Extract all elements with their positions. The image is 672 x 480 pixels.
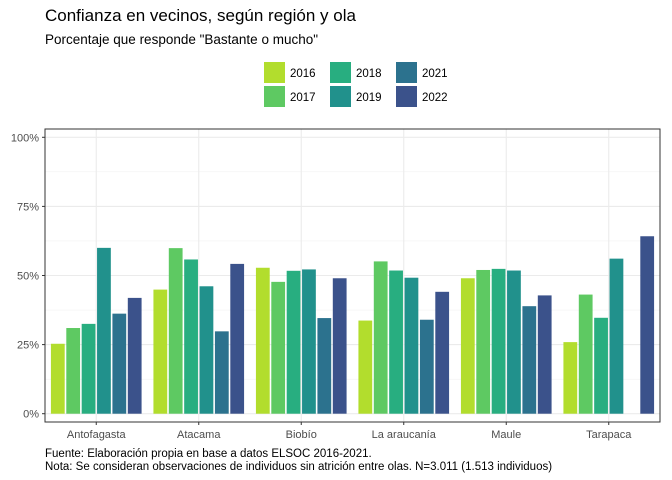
legend-label: 2016 xyxy=(290,68,316,80)
bar xyxy=(507,270,521,414)
bar xyxy=(491,268,506,414)
bar xyxy=(317,318,332,414)
bar xyxy=(230,263,245,414)
caption-source: Fuente: Elaboración propia en base a dat… xyxy=(45,448,372,460)
x-tick-label: Maule xyxy=(491,429,521,441)
bar xyxy=(168,248,183,414)
legend-label: 2017 xyxy=(290,92,316,104)
bar xyxy=(594,317,608,414)
caption: Fuente: Elaboración propia en base a dat… xyxy=(45,448,552,473)
bar xyxy=(97,247,111,414)
legend-key xyxy=(264,62,285,83)
bar xyxy=(389,270,403,414)
legend-key xyxy=(330,62,351,83)
legend-label: 2018 xyxy=(356,68,382,80)
bar xyxy=(214,331,229,414)
bar xyxy=(609,258,624,414)
bar xyxy=(271,281,286,414)
bar xyxy=(435,291,450,414)
legend-label: 2021 xyxy=(422,68,448,80)
legend-key xyxy=(396,86,417,107)
x-tick-label: Tarapaca xyxy=(586,429,632,441)
y-tick-label: 100% xyxy=(11,132,39,144)
bar xyxy=(81,323,96,414)
bar xyxy=(563,342,578,414)
y-tick-label: 50% xyxy=(17,271,39,283)
bar xyxy=(66,328,81,414)
bar xyxy=(332,278,347,414)
bar xyxy=(419,319,434,414)
bar xyxy=(286,270,301,414)
bar xyxy=(476,269,491,414)
bar xyxy=(578,294,593,414)
bar xyxy=(255,267,270,414)
bar xyxy=(302,269,316,414)
y-tick-label: 75% xyxy=(17,201,39,213)
chart-subtitle: Porcentaje que responde "Bastante o much… xyxy=(45,32,319,47)
bar xyxy=(460,278,475,414)
x-tick-label: Antofagasta xyxy=(67,429,127,441)
x-tick-label: Atacama xyxy=(177,429,221,441)
y-tick-label: 25% xyxy=(17,340,39,352)
x-tick-label: La araucanía xyxy=(372,429,437,441)
bar xyxy=(522,306,537,414)
axes: 0% 25% 50% 75% 100% Antofagasta Atacama Biobío L… xyxy=(11,132,632,441)
grid-lines xyxy=(45,129,660,422)
legend-label: 2022 xyxy=(422,92,448,104)
bar xyxy=(358,320,373,414)
bar xyxy=(640,236,655,414)
legend-label: 2019 xyxy=(356,92,382,104)
caption-note: Nota: Se consideran observaciones de ind… xyxy=(45,460,553,473)
bar xyxy=(127,297,142,414)
bar xyxy=(112,313,127,414)
legend-key xyxy=(396,62,417,83)
bar xyxy=(404,277,419,414)
bar xyxy=(184,259,198,414)
legend-key xyxy=(264,86,285,107)
legend-key xyxy=(330,86,351,107)
bar xyxy=(50,343,65,414)
bars xyxy=(50,236,655,414)
bar xyxy=(153,289,168,414)
legend: 2016 2017 2018 2019 2021 2022 xyxy=(264,62,448,107)
bar xyxy=(199,286,214,414)
bar xyxy=(373,261,388,414)
chart-title: Confianza en vecinos, según región y ola xyxy=(45,6,356,25)
x-tick-label: Biobío xyxy=(286,429,317,441)
y-tick-label: 0% xyxy=(23,409,39,421)
bar xyxy=(537,295,552,414)
